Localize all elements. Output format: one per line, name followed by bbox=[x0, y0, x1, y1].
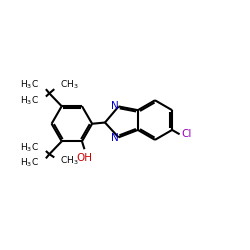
Text: N: N bbox=[111, 101, 119, 111]
Text: CH$_3$: CH$_3$ bbox=[60, 155, 78, 167]
Text: CH$_3$: CH$_3$ bbox=[60, 78, 78, 91]
Text: H$_3$C: H$_3$C bbox=[20, 78, 39, 91]
Text: OH: OH bbox=[76, 153, 92, 163]
Text: H$_3$C: H$_3$C bbox=[20, 156, 39, 169]
Text: Cl: Cl bbox=[182, 129, 192, 139]
Text: N: N bbox=[111, 133, 119, 143]
Text: H$_3$C: H$_3$C bbox=[20, 94, 39, 106]
Text: H$_3$C: H$_3$C bbox=[20, 141, 39, 154]
